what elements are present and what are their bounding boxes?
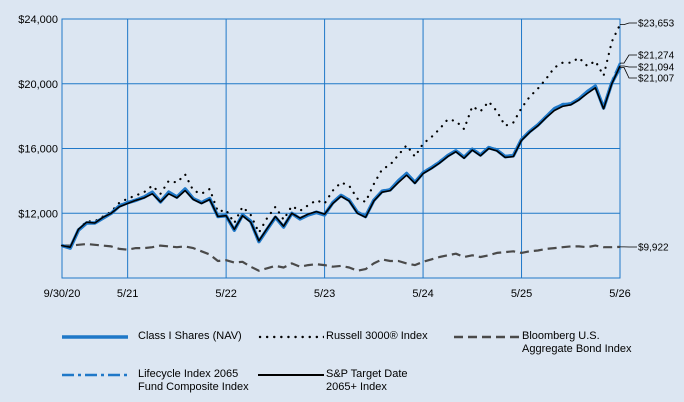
y-axis-tick-labels: $12,000 $16,000 $20,000 $24,000 bbox=[18, 14, 58, 220]
legend-item-sp: S&P Target Date 2065+ Index bbox=[258, 368, 408, 394]
legend-swatch-bloomberg bbox=[454, 330, 520, 344]
legend-item-bloomberg: Bloomberg U.S. Aggregate Bond Index bbox=[454, 330, 631, 356]
y-tick-label: $24,000 bbox=[18, 14, 58, 26]
end-value-labels: $23,653 $21,274$21,094$21,007 $9,922 bbox=[620, 19, 675, 254]
series-line-sp bbox=[61, 65, 621, 248]
x-tick-label: 5/25 bbox=[511, 288, 532, 300]
end-value-label: $21,007 bbox=[638, 74, 675, 85]
end-value-label: $9,922 bbox=[638, 243, 669, 254]
x-tick-label: 5/21 bbox=[117, 288, 138, 300]
end-label-leader bbox=[620, 67, 637, 79]
legend-item-lifecycle: Lifecycle Index 2065 Fund Composite Inde… bbox=[62, 368, 249, 394]
x-axis-tick-labels: 9/30/20 5/21 5/22 5/23 5/24 5/25 5/26 bbox=[44, 288, 631, 300]
legend-swatch-russell bbox=[258, 330, 326, 344]
end-value-label: $21,094 bbox=[638, 63, 675, 74]
x-tick-label: 5/24 bbox=[412, 288, 433, 300]
line-chart: $12,000 $16,000 $20,000 $24,000 9/30/20 5/21… bbox=[18, 14, 675, 300]
series-line-bloomberg bbox=[62, 242, 621, 272]
legend-label-bloomberg: Bloomberg U.S. Aggregate Bond Index bbox=[522, 330, 632, 355]
x-tick-label: 5/23 bbox=[314, 288, 335, 300]
end-label-leader bbox=[620, 65, 637, 68]
legend-label-russell-text: Russell 3000® Index bbox=[326, 330, 428, 342]
end-value-label: $21,274 bbox=[638, 51, 675, 62]
legend-item-class-i: Class I Shares (NAV) bbox=[62, 330, 242, 344]
end-label-leader bbox=[620, 54, 637, 64]
x-tick-label: 9/30/20 bbox=[44, 288, 81, 300]
end-value-label: $23,653 bbox=[638, 19, 675, 30]
chart-gridlines bbox=[61, 18, 621, 279]
legend-label-lifecycle: Lifecycle Index 2065 Fund Composite Inde… bbox=[138, 368, 249, 393]
legend-label-russell: Russell 3000® Index bbox=[326, 330, 428, 343]
legend-label-class-i: Class I Shares (NAV) bbox=[138, 330, 242, 342]
legend-swatch-class-i bbox=[62, 330, 128, 344]
legend-label-sp: S&P Target Date 2065+ Index bbox=[326, 368, 408, 393]
x-tick-label: 5/22 bbox=[215, 288, 236, 300]
legend-item-russell: Russell 3000® Index bbox=[258, 330, 428, 344]
x-tick-label: 5/26 bbox=[609, 288, 630, 300]
y-tick-label: $16,000 bbox=[18, 144, 58, 156]
series-line-class-i bbox=[61, 66, 622, 250]
legend-swatch-lifecycle bbox=[62, 368, 128, 382]
y-tick-label: $12,000 bbox=[18, 208, 58, 220]
series-line-lifecycle bbox=[61, 62, 622, 250]
legend-swatch-sp bbox=[258, 368, 324, 382]
end-label-leader bbox=[620, 22, 637, 26]
y-tick-label: $20,000 bbox=[18, 79, 58, 91]
series-lines bbox=[60, 23, 622, 272]
series-line-russell bbox=[60, 23, 622, 249]
